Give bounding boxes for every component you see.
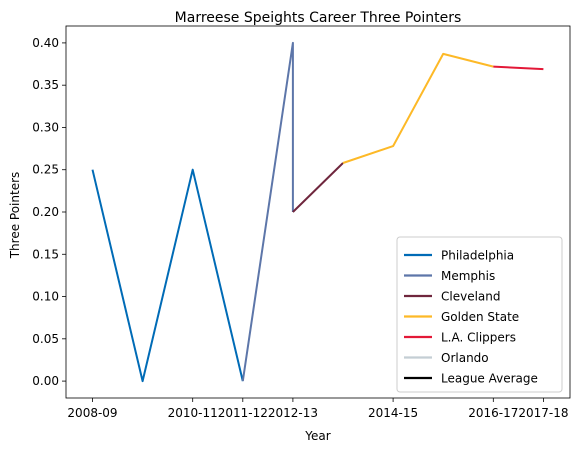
legend-label: Golden State — [441, 310, 519, 324]
x-tick-label: 2014-15 — [368, 406, 418, 420]
x-tick-label: 2011-12 — [218, 406, 268, 420]
y-axis-label: Three Pointers — [8, 172, 22, 260]
y-tick-label: 0.20 — [32, 205, 59, 219]
x-axis-label: Year — [304, 429, 330, 443]
series-line-l-a-clippers — [493, 65, 544, 71]
y-tick-label: 0.05 — [32, 332, 59, 346]
plot-lines — [91, 41, 544, 383]
y-tick-label: 0.15 — [32, 247, 59, 261]
chart-title: Marreese Speights Career Three Pointers — [175, 10, 462, 26]
series-line-golden-state — [342, 52, 494, 164]
legend-label: Orlando — [441, 351, 489, 365]
series-line-memphis — [241, 41, 294, 382]
y-tick-label: 0.10 — [32, 290, 59, 304]
series-line-philadelphia — [91, 168, 244, 383]
x-tick-label: 2008-09 — [67, 406, 117, 420]
legend-label: Memphis — [441, 269, 495, 283]
legend-label: L.A. Clippers — [441, 331, 516, 345]
legend-frame — [396, 236, 563, 393]
legend-label: Cleveland — [441, 290, 501, 304]
x-tick-label: 2016-17 — [468, 406, 518, 420]
x-tick-label: 2012-13 — [268, 406, 318, 420]
y-tick-label: 0.40 — [32, 36, 59, 50]
y-tick-label: 0.25 — [32, 163, 59, 177]
series-line-cleveland — [292, 162, 344, 213]
x-axis-ticks: 2008-09 2010-11 2011-12 2012-13 2014-15 2016-… — [67, 398, 568, 420]
y-tick-label: 0.35 — [32, 78, 59, 92]
y-tick-label: 0.30 — [32, 120, 59, 134]
x-tick-label: 2010-11 — [168, 406, 218, 420]
plot-frame — [65, 25, 571, 399]
x-tick-label: 2017-18 — [518, 406, 568, 420]
legend: Philadelphia Memphis Cleveland Golden State… — [396, 236, 563, 393]
legend-label: Philadelphia — [441, 249, 514, 263]
y-axis-ticks: 0.00 0.05 0.10 0.15 0.20 0.25 0.30 0.35 0.40 — [32, 36, 66, 388]
legend-label: League Average — [441, 372, 538, 386]
y-tick-label: 0.00 — [32, 374, 59, 388]
